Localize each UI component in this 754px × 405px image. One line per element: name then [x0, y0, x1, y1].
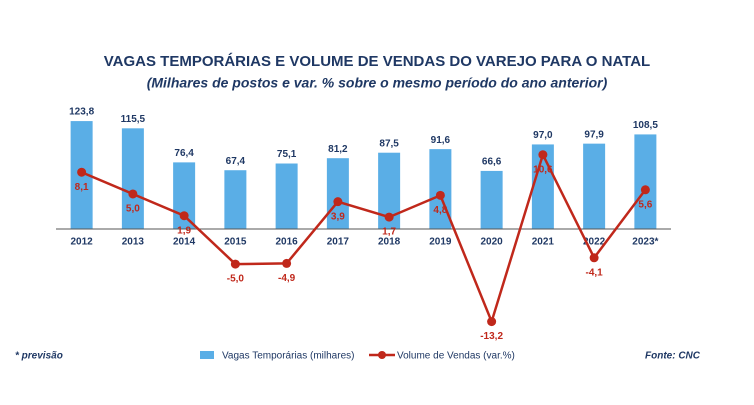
line-value-label: 10,6 [533, 164, 553, 175]
legend-label: Volume de Vendas (var.%) [397, 351, 515, 362]
x-tick-label: 2014 [173, 237, 196, 248]
bar-value-label: 123,8 [69, 107, 94, 118]
bar [121, 128, 144, 229]
line-marker [435, 190, 445, 200]
line-value-label: 5,6 [638, 199, 652, 210]
footnote: * previsão [15, 351, 63, 362]
x-tick-label: 2016 [276, 237, 299, 248]
line-marker [640, 185, 650, 195]
line-value-label: -4,9 [278, 273, 296, 284]
x-tick-label: 2023* [632, 237, 658, 248]
bar [378, 152, 401, 229]
bar-value-label: 115,5 [121, 114, 146, 125]
bar-value-label: 97,0 [533, 130, 553, 141]
bar-value-label: 91,6 [431, 135, 451, 146]
x-tick-label: 2022 [583, 237, 606, 248]
line-marker [589, 253, 599, 263]
bar-value-label: 67,4 [226, 156, 246, 167]
bar [583, 143, 606, 229]
bar-value-label: 75,1 [277, 149, 297, 160]
bar-value-label: 66,6 [482, 157, 502, 168]
line-value-label: 3,9 [331, 211, 345, 222]
line-marker [179, 211, 189, 221]
legend-swatch [200, 351, 214, 359]
line-value-label: 5,0 [126, 204, 140, 215]
bar [326, 158, 349, 229]
bar-value-label: 87,5 [379, 138, 399, 149]
line-marker [384, 212, 394, 222]
x-tick-label: 2017 [327, 237, 350, 248]
bar [224, 170, 247, 229]
x-tick-label: 2015 [224, 237, 247, 248]
x-tick-label: 2013 [122, 237, 145, 248]
line-marker [282, 258, 292, 268]
bar-value-label: 97,9 [584, 129, 604, 140]
source: Fonte: CNC [645, 351, 701, 362]
bar-value-label: 108,5 [633, 120, 658, 131]
chart-subtitle: (Milhares de postos e var. % sobre o mes… [147, 75, 608, 91]
bar [275, 163, 298, 229]
line-value-label: 4,8 [433, 205, 447, 216]
line-marker [128, 189, 138, 199]
bar [634, 134, 657, 229]
legend-swatch [378, 351, 386, 359]
line [81, 151, 647, 326]
bar-value-label: 76,4 [174, 148, 194, 159]
line-marker [333, 197, 343, 207]
line-marker [77, 167, 87, 177]
bar [480, 170, 503, 229]
line-marker [487, 317, 497, 327]
line-value-label: 1,7 [382, 227, 396, 238]
x-tick-label: 2012 [71, 237, 94, 248]
x-tick-label: 2021 [532, 237, 555, 248]
line-value-label: -13,2 [480, 331, 503, 342]
legend-label: Vagas Temporárias (milhares) [222, 351, 354, 362]
bar-value-label: 81,2 [328, 144, 348, 155]
line-marker [538, 150, 548, 160]
line-value-label: 1,9 [177, 225, 191, 236]
line-value-label: -5,0 [227, 274, 245, 285]
x-tick-label: 2019 [429, 237, 452, 248]
line-value-label: -4,1 [586, 267, 604, 278]
x-tick-label: 2018 [378, 237, 401, 248]
x-tick-label: 2020 [481, 237, 504, 248]
line-value-label: 8,1 [75, 182, 89, 193]
chart-title: VAGAS TEMPORÁRIAS E VOLUME DE VENDAS DO … [104, 53, 650, 70]
line-marker [230, 259, 240, 269]
